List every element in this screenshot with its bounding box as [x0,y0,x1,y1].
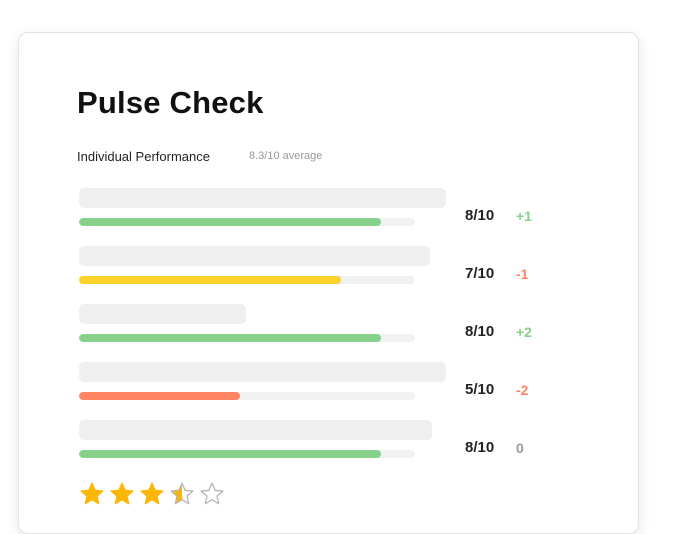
label-placeholder [79,362,446,382]
progress-fill [79,334,382,342]
label-placeholder [79,420,432,440]
progress-track [79,276,415,284]
performance-row: 7/10 -1 [79,246,619,302]
progress-track [79,334,415,342]
label-placeholder [79,246,430,266]
star-icon [80,482,104,505]
progress-fill [79,276,342,284]
score-delta: +1 [516,208,532,224]
progress-fill [79,392,241,400]
performance-row: 8/10 +1 [79,188,619,244]
progress-track [79,218,415,226]
star-icon [170,482,194,505]
score-value: 8/10 [465,439,495,456]
average-score: 8.3/10 average [249,150,323,162]
star-icon [140,482,164,505]
score-value: 5/10 [465,381,495,398]
score-delta: +2 [516,324,532,340]
progress-fill [79,218,382,226]
performance-row: 5/10 -2 [79,362,619,418]
performance-row: 8/10 +2 [79,304,619,360]
star-icon [110,482,134,505]
score-value: 8/10 [465,207,495,224]
star-rating [79,481,225,507]
progress-track [79,450,415,458]
progress-track [79,392,415,400]
score-delta: -2 [516,382,529,398]
score-value: 7/10 [465,265,495,282]
score-delta: -1 [516,266,529,282]
label-placeholder [79,188,446,208]
pulse-check-card: Pulse Check Individual Performance 8.3/1… [18,32,639,534]
label-placeholder [79,304,246,324]
score-delta: 0 [516,440,524,456]
performance-row: 8/10 0 [79,420,619,476]
progress-fill [79,450,382,458]
card-title: Pulse Check [77,85,264,120]
card-subtitle: Individual Performance [77,149,210,164]
score-value: 8/10 [465,323,495,340]
star-icon [200,482,224,505]
